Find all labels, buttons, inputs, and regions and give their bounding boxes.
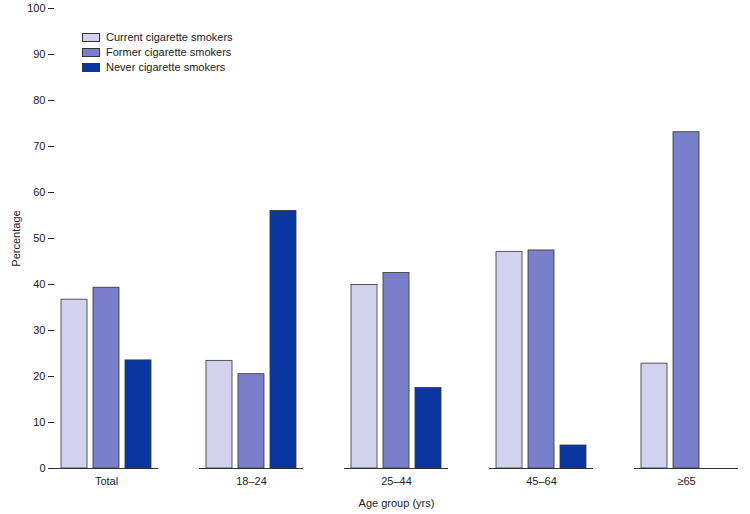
html-text:Former cigarette smokers: Former cigarette smokers: [106, 46, 232, 58]
svg-text:40: 40: [33, 278, 45, 290]
svg-text:70: 70: [33, 140, 45, 152]
svg-text:25–44: 25–44: [381, 475, 412, 487]
svg-text:20: 20: [33, 370, 45, 382]
svg-text:60: 60: [33, 186, 45, 198]
svg-text:Total: Total: [95, 475, 118, 487]
svg-text:10: 10: [33, 416, 45, 428]
svg-text:≥65: ≥65: [677, 475, 695, 487]
svg-text:50: 50: [33, 232, 45, 244]
svg-text:Percentage: Percentage: [10, 210, 22, 266]
svg-text:90: 90: [33, 48, 45, 60]
svg-text:100: 100: [27, 2, 45, 14]
html-text:Current cigarette smokers: Current cigarette smokers: [106, 31, 233, 43]
svg-text:0: 0: [39, 462, 45, 474]
svg-text:Age group (yrs): Age group (yrs): [359, 497, 435, 509]
svg-text:80: 80: [33, 94, 45, 106]
svg-text:45–64: 45–64: [526, 475, 557, 487]
svg-text:30: 30: [33, 324, 45, 336]
html-text:Never cigarette smokers: Never cigarette smokers: [106, 61, 226, 73]
svg-text:18–24: 18–24: [236, 475, 267, 487]
